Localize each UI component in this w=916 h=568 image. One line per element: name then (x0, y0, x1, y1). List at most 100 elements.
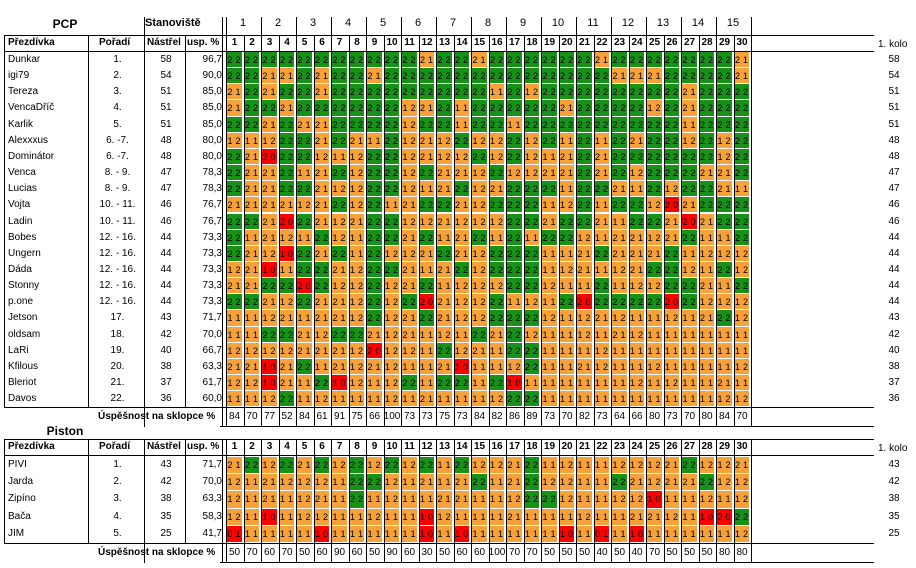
player-name: LaRi (8, 344, 29, 356)
shot-a: 1 (332, 216, 338, 227)
shot-b: 1 (690, 103, 696, 114)
shot-a: 2 (595, 71, 601, 82)
shot-a: 2 (367, 71, 373, 82)
shot-b: 1 (602, 313, 608, 324)
shot-a: 2 (227, 87, 233, 98)
shot-a: 2 (542, 55, 548, 65)
shot-a: 2 (507, 248, 513, 259)
shot-a: 2 (420, 477, 426, 488)
shot-b: 2 (515, 329, 521, 340)
shot-a: 2 (385, 103, 391, 114)
player-round-score: 37 (888, 377, 900, 388)
shot-b: 2 (375, 168, 381, 179)
shot-a: 2 (420, 103, 426, 114)
shot-a: 2 (350, 103, 356, 114)
shot-b: 2 (305, 71, 311, 82)
rule-line (471, 439, 472, 563)
shot-b: 2 (532, 394, 538, 405)
shot-b: 2 (445, 151, 451, 162)
shot-b: 0 (270, 378, 276, 388)
shot-a: 2 (560, 297, 566, 308)
shot-b: 2 (427, 119, 433, 130)
shot-a: 1 (402, 345, 408, 356)
shot-a: 2 (717, 264, 723, 275)
shot-a: 1 (437, 394, 443, 405)
shot-a: 1 (297, 494, 303, 505)
player-success: 70,0 (202, 328, 222, 340)
shot-b: 1 (602, 494, 608, 505)
rule-line (222, 17, 223, 428)
shot-b: 2 (480, 297, 486, 308)
shot-b: 1 (270, 477, 276, 488)
shot-b: 2 (357, 460, 363, 470)
shot-b: 1 (270, 216, 276, 227)
success-percent: 75 (438, 411, 451, 423)
shot-b: 2 (375, 511, 381, 522)
shot-b: 1 (497, 184, 503, 195)
shot-b: 2 (480, 119, 486, 130)
shot-b: 2 (532, 313, 538, 324)
shot-a: 1 (717, 394, 723, 405)
shot-b: 1 (637, 248, 643, 259)
shot-a: 1 (297, 477, 303, 488)
shot-b: 2 (427, 281, 433, 292)
shot-a: 1 (612, 460, 618, 470)
shot-a: 2 (245, 248, 251, 259)
shot-a: 2 (350, 55, 356, 65)
shot-b: 2 (707, 103, 713, 114)
player-score: 42 (160, 476, 172, 488)
shot-b: 2 (707, 494, 713, 505)
player-rank: 19. (110, 344, 125, 356)
shot-b: 2 (672, 87, 678, 98)
shot-b: 2 (585, 313, 591, 324)
shot-b: 2 (375, 281, 381, 292)
shot-b: 1 (550, 200, 556, 211)
player-name: Stonny (8, 280, 40, 292)
shot-b: 1 (462, 329, 468, 340)
shot-b: 1 (602, 477, 608, 488)
shot-a: 2 (507, 151, 513, 162)
shot-b: 0 (637, 528, 643, 539)
player-rank: 12. - 16. (99, 296, 136, 308)
target-number: 6 (319, 37, 325, 48)
shot-b: 2 (672, 135, 678, 146)
success-percent: 70 (648, 547, 661, 558)
shot-a: 2 (262, 119, 268, 130)
player-rank: 2. (113, 70, 122, 82)
